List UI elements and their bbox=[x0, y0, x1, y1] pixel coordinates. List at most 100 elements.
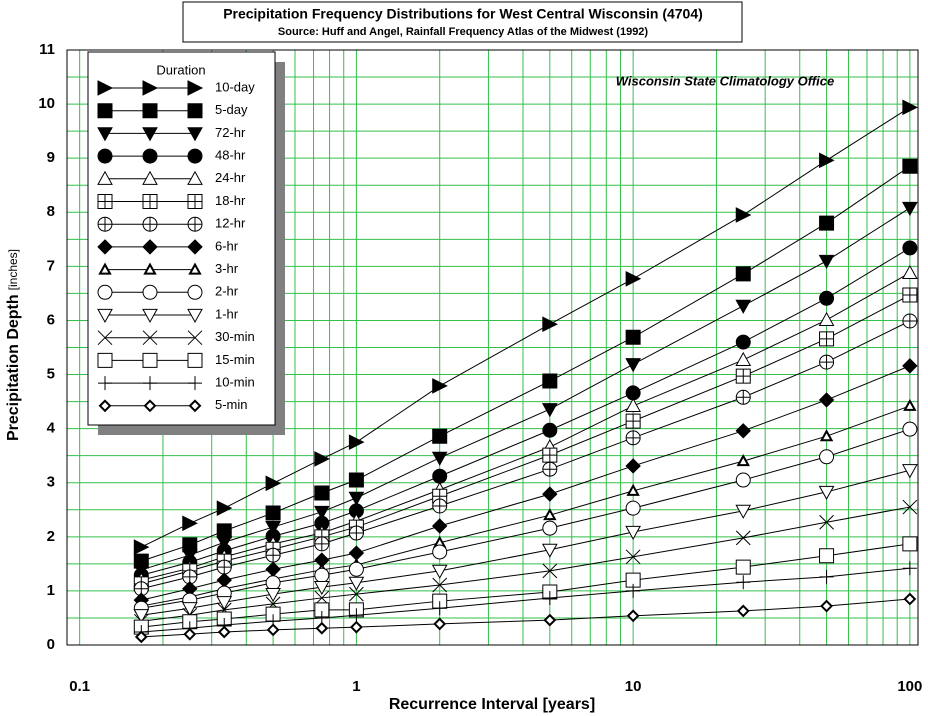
data-point bbox=[902, 499, 918, 515]
data-point bbox=[348, 576, 365, 591]
data-point bbox=[625, 413, 641, 429]
data-point bbox=[625, 525, 641, 540]
data-point bbox=[819, 354, 835, 370]
data-point bbox=[314, 485, 330, 501]
legend-marker bbox=[142, 308, 158, 324]
series-layer bbox=[133, 99, 918, 644]
data-point bbox=[541, 403, 558, 418]
data-point bbox=[182, 515, 198, 532]
data-point bbox=[432, 544, 448, 560]
data-point bbox=[819, 331, 835, 347]
data-point bbox=[216, 559, 232, 575]
legend-marker bbox=[97, 330, 113, 346]
data-point bbox=[625, 572, 641, 588]
data-point bbox=[543, 613, 557, 627]
y-tick-label: 11 bbox=[39, 41, 55, 58]
legend-marker bbox=[187, 284, 203, 300]
data-point bbox=[735, 266, 751, 282]
data-point bbox=[902, 264, 918, 279]
data-point bbox=[542, 422, 558, 438]
data-point bbox=[735, 530, 751, 546]
legend-marker bbox=[142, 170, 158, 185]
data-point bbox=[903, 592, 917, 606]
data-point bbox=[542, 590, 557, 605]
data-point bbox=[432, 577, 448, 593]
legend-marker bbox=[98, 399, 112, 413]
legend-label: 15-min bbox=[215, 352, 255, 367]
data-point bbox=[315, 621, 329, 635]
data-point bbox=[735, 207, 752, 223]
y-axis-label: Precipitation Depth [inches] bbox=[5, 249, 22, 441]
data-point bbox=[820, 599, 833, 613]
legend-marker bbox=[142, 103, 158, 119]
legend-marker bbox=[187, 330, 203, 346]
data-point bbox=[432, 468, 448, 484]
data-point bbox=[183, 627, 197, 641]
data-point bbox=[431, 518, 448, 534]
data-point bbox=[819, 548, 835, 564]
data-point bbox=[216, 536, 233, 551]
data-point bbox=[735, 299, 752, 314]
data-point bbox=[265, 475, 282, 492]
legend-marker bbox=[187, 80, 204, 96]
data-point bbox=[349, 620, 363, 634]
x-tick-label: 1 bbox=[352, 678, 360, 695]
data-point bbox=[542, 461, 558, 477]
data-point bbox=[735, 334, 751, 350]
data-point bbox=[134, 630, 148, 644]
data-point bbox=[735, 351, 752, 367]
legend-label: 18-hr bbox=[215, 193, 246, 208]
data-point bbox=[902, 287, 918, 303]
series-line bbox=[141, 207, 911, 571]
data-point bbox=[348, 503, 364, 519]
data-point bbox=[348, 472, 364, 488]
data-point bbox=[625, 430, 641, 446]
legend-title: Duration bbox=[156, 62, 205, 77]
data-point bbox=[818, 311, 835, 327]
data-point bbox=[348, 434, 365, 450]
data-point bbox=[216, 500, 233, 516]
ticks: 0 1 2 3 4 5 6 7 8 9 10 11 0.1 1 10 100 bbox=[38, 41, 922, 695]
data-point bbox=[216, 523, 232, 539]
data-point bbox=[735, 504, 752, 519]
y-tick-label: 0 bbox=[47, 636, 55, 653]
data-point bbox=[181, 602, 198, 617]
legend-label: 5-min bbox=[215, 397, 248, 412]
data-point bbox=[542, 520, 558, 536]
legend-marker bbox=[97, 352, 113, 368]
data-point bbox=[902, 561, 917, 576]
data-point bbox=[314, 536, 330, 552]
y-tick-label: 4 bbox=[47, 420, 56, 437]
y-axis-label-unit: [inches] bbox=[6, 249, 20, 290]
data-point bbox=[626, 583, 641, 598]
series-line bbox=[141, 469, 910, 616]
y-tick-label: 2 bbox=[47, 528, 55, 545]
data-point bbox=[819, 449, 835, 465]
data-point bbox=[313, 581, 330, 596]
data-point bbox=[543, 508, 557, 521]
data-point bbox=[314, 515, 330, 531]
data-point bbox=[542, 486, 558, 502]
data-point bbox=[542, 373, 558, 389]
data-point bbox=[902, 240, 918, 256]
data-point bbox=[314, 567, 330, 583]
data-point bbox=[313, 505, 330, 520]
legend-label: 5-day bbox=[215, 102, 248, 117]
data-point bbox=[314, 602, 330, 618]
data-point bbox=[818, 254, 835, 269]
legend-marker bbox=[97, 284, 113, 300]
legend-marker bbox=[97, 80, 114, 96]
y-tick-label: 9 bbox=[47, 149, 55, 166]
data-point bbox=[735, 389, 751, 405]
legend-label: 1-hr bbox=[215, 306, 239, 321]
data-point bbox=[625, 500, 641, 516]
data-point bbox=[902, 536, 918, 552]
data-point bbox=[433, 617, 447, 631]
data-point bbox=[625, 458, 641, 474]
legend-marker bbox=[142, 330, 158, 346]
x-tick-label: 10 bbox=[625, 678, 642, 695]
data-point bbox=[432, 498, 448, 514]
legend: 10-day 5-day 72-hr 48-hr 24-hr 18-hr 12-hr 6-hr… bbox=[97, 79, 255, 413]
data-point bbox=[432, 428, 448, 444]
